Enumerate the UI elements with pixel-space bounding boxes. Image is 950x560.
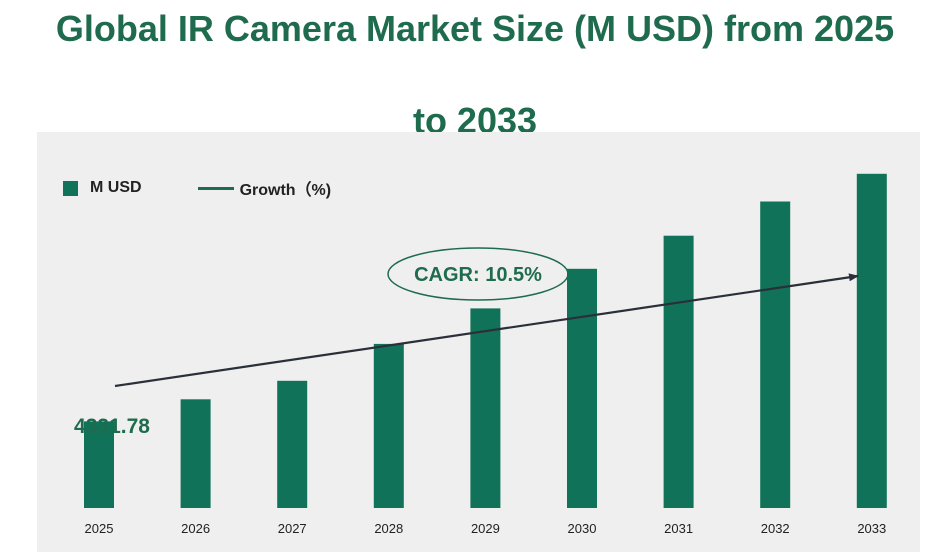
bar-2030 xyxy=(567,268,597,508)
bar-2031 xyxy=(663,235,694,508)
x-tick-label-2031: 2031 xyxy=(664,521,693,536)
x-tick-label-2032: 2032 xyxy=(761,521,790,536)
legend-bar-swatch xyxy=(63,180,78,196)
x-tick-label-2028: 2028 xyxy=(374,521,403,536)
x-axis-ticks: 2025 2026 2027 2028 2029 2030 2031 2032 2033 xyxy=(85,521,887,536)
legend-line-label: Growth（%) xyxy=(239,182,332,199)
bar-2033 xyxy=(856,173,887,509)
cagr-trend-arrow xyxy=(114,273,859,388)
bar-2028 xyxy=(373,343,404,508)
first-value-label: 4331.78 xyxy=(74,415,150,438)
bar-2032 xyxy=(760,201,791,508)
bars-group xyxy=(84,173,887,509)
chart-title-line-1: Global IR Camera Market Size (M USD) fro… xyxy=(55,8,895,49)
cagr-label: CAGR: 10.5% xyxy=(414,264,542,286)
chart-title: Global IR Camera Market Size (M USD) fro… xyxy=(0,0,950,154)
bar-2025 xyxy=(84,421,114,508)
legend: M USD Growth（%) xyxy=(63,176,331,200)
bar-2027 xyxy=(277,380,308,508)
x-tick-label-2026: 2026 xyxy=(181,521,210,536)
x-tick-label-2033: 2033 xyxy=(857,521,886,536)
x-tick-label-2025: 2025 xyxy=(85,521,114,536)
x-tick-label-2027: 2027 xyxy=(278,521,307,536)
legend-line-swatch xyxy=(197,186,234,190)
bar-2029 xyxy=(470,308,501,508)
cagr-ellipse xyxy=(387,247,569,301)
bar-2026 xyxy=(180,399,211,508)
legend-bar-label: M USD xyxy=(90,179,142,196)
x-tick-label-2030: 2030 xyxy=(568,521,597,536)
x-tick-label-2029: 2029 xyxy=(471,521,500,536)
